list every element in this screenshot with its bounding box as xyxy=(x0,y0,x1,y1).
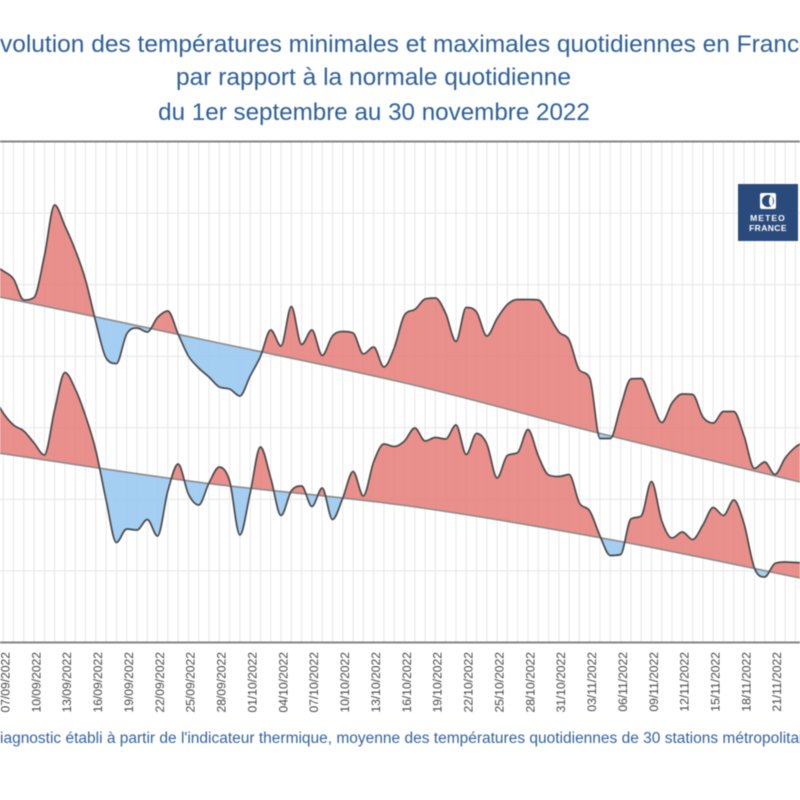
svg-text:01/10/2022: 01/10/2022 xyxy=(246,652,260,713)
svg-text:31/10/2022: 31/10/2022 xyxy=(554,652,568,713)
svg-text:21/11/2022: 21/11/2022 xyxy=(770,652,784,712)
svg-text:06/11/2022: 06/11/2022 xyxy=(616,652,630,712)
svg-text:09/11/2022: 09/11/2022 xyxy=(647,652,661,712)
svg-text:19/10/2022: 19/10/2022 xyxy=(431,652,445,713)
svg-text:12/11/2022: 12/11/2022 xyxy=(678,652,692,712)
svg-text:16/09/2022: 16/09/2022 xyxy=(91,652,105,713)
svg-text:04/10/2022: 04/10/2022 xyxy=(276,652,290,713)
svg-text:28/10/2022: 28/10/2022 xyxy=(523,652,537,713)
svg-text:10/09/2022: 10/09/2022 xyxy=(29,652,43,713)
svg-text:10/10/2022: 10/10/2022 xyxy=(338,652,352,713)
svg-text:28/09/2022: 28/09/2022 xyxy=(215,652,229,713)
svg-text:07/10/2022: 07/10/2022 xyxy=(307,652,321,713)
svg-text:25/10/2022: 25/10/2022 xyxy=(492,652,506,713)
svg-text:07/09/2022: 07/09/2022 xyxy=(0,652,13,713)
svg-text:13/09/2022: 13/09/2022 xyxy=(60,652,74,713)
svg-text:15/11/2022: 15/11/2022 xyxy=(709,652,723,712)
svg-text:16/10/2022: 16/10/2022 xyxy=(400,652,414,713)
svg-text:25/09/2022: 25/09/2022 xyxy=(184,652,198,713)
svg-text:18/11/2022: 18/11/2022 xyxy=(739,652,753,712)
svg-text:03/11/2022: 03/11/2022 xyxy=(585,652,599,712)
svg-text:19/09/2022: 19/09/2022 xyxy=(122,652,136,713)
svg-text:22/09/2022: 22/09/2022 xyxy=(153,652,167,713)
svg-text:13/10/2022: 13/10/2022 xyxy=(369,652,383,713)
svg-text:22/10/2022: 22/10/2022 xyxy=(462,652,476,713)
